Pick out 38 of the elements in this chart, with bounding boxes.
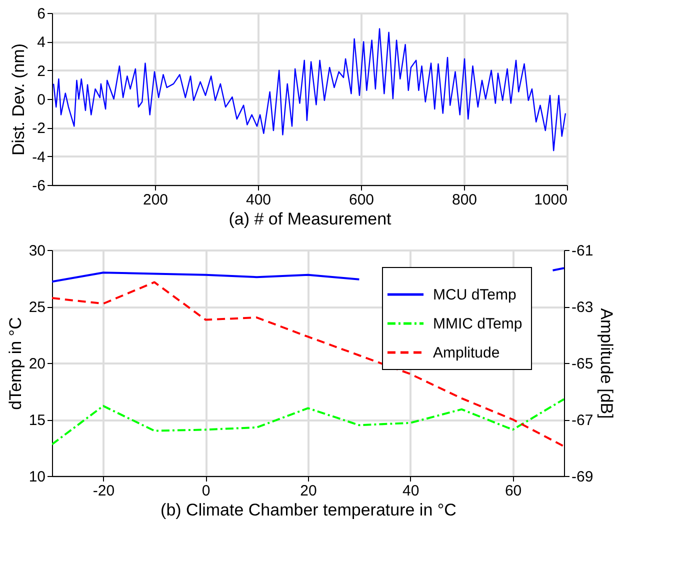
y-tick-label: 30	[28, 242, 46, 260]
y-tick-label: 0	[37, 92, 46, 108]
x-tick-label: 1000	[534, 192, 568, 208]
x-axis-title: (a) # of Measurement	[228, 210, 392, 228]
y-axis-title: dTemp in °C	[6, 317, 25, 410]
y-tick-label: 4	[37, 34, 46, 52]
y-tick-label: 2	[37, 62, 46, 80]
y2-tick-label: -65	[572, 356, 594, 372]
x-tick-label: 0	[202, 482, 210, 500]
y-tick-label: 25	[28, 299, 46, 316]
legend-label: Amplitude	[433, 344, 500, 362]
y-tick-label: 20	[28, 356, 46, 372]
x-tick-label: 600	[348, 192, 374, 208]
y2-tick-label: -67	[572, 412, 594, 429]
y-tick-label: 6	[37, 6, 46, 22]
y-tick-label: 15	[28, 412, 46, 429]
y-tick-label: 10	[28, 468, 46, 486]
line-series	[52, 398, 564, 446]
y2-tick-label: -63	[572, 299, 594, 316]
y-tick-label: -6	[32, 178, 46, 194]
x-tick-label: 20	[300, 482, 317, 500]
legend-label: MMIC dTemp	[433, 316, 522, 332]
x-tick-label: 40	[402, 482, 420, 500]
x-tick-label: -20	[92, 482, 115, 500]
x-tick-label: 60	[504, 482, 522, 500]
y-tick-label: -4	[32, 148, 46, 166]
x-axis-title: (b) Climate Chamber temperature in °C	[160, 500, 456, 520]
x-tick-label: 800	[452, 192, 478, 208]
x-tick-label: 200	[142, 192, 168, 208]
y-tick-label: -2	[32, 120, 46, 138]
y2-tick-label: -61	[572, 242, 594, 260]
x-tick-label: 400	[246, 192, 272, 208]
legend-label: MCU dTemp	[433, 286, 516, 304]
y-axis-title: Dist. Dev. (nm)	[9, 43, 28, 156]
y2-axis-title: Amplitude [dB]	[597, 308, 616, 419]
y2-tick-label: -69	[572, 468, 594, 486]
line-series	[52, 281, 564, 448]
line-series	[52, 28, 566, 152]
